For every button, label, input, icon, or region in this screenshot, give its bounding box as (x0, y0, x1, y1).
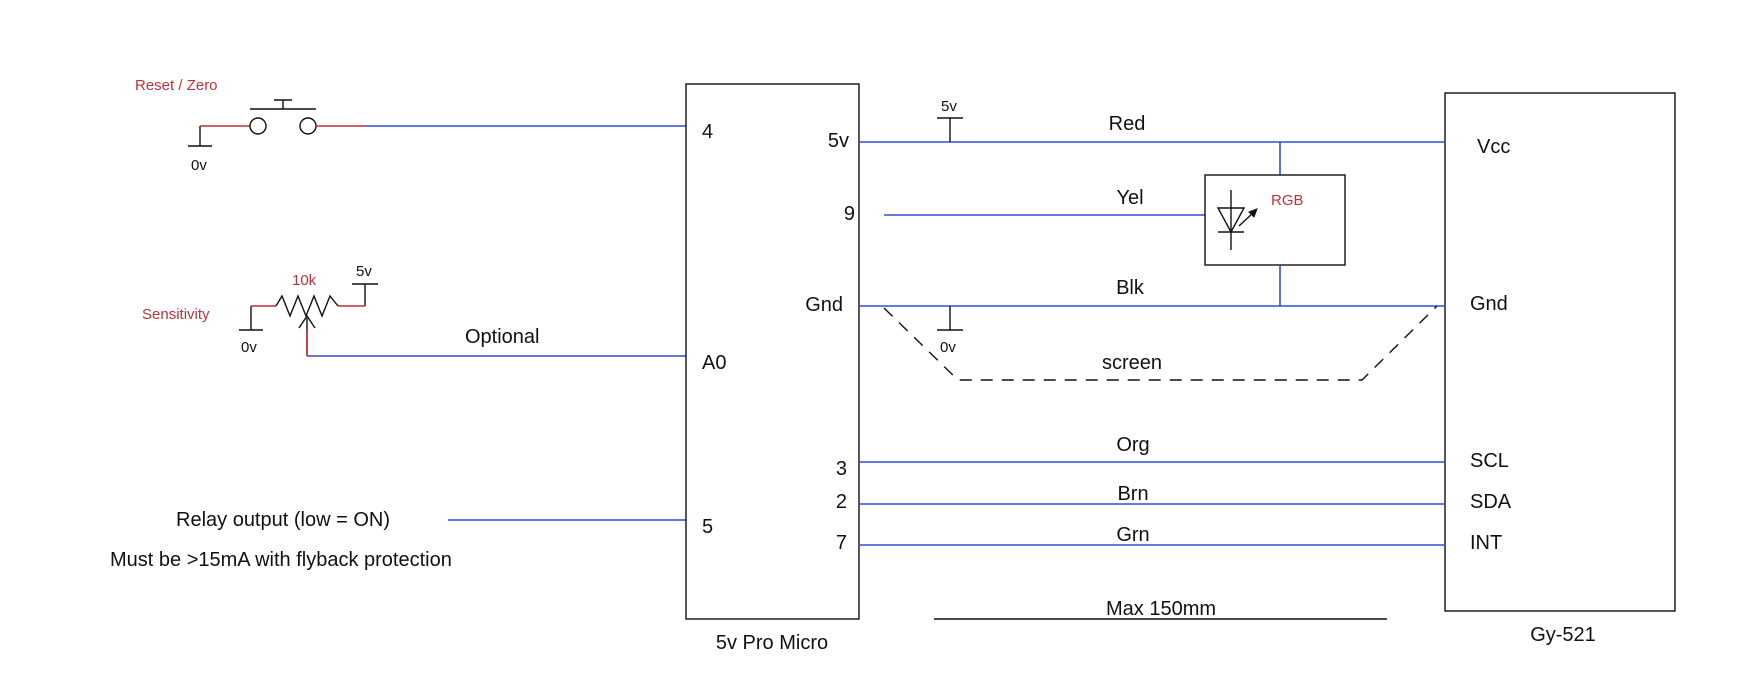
wire-org-label: Org (1116, 434, 1149, 456)
pot-5v-label: 5v (356, 263, 372, 280)
gy521-module: Gy-521 Vcc Gnd SCL SDA INT (1444, 92, 1676, 646)
relay-output-circuit: Relay output (low = ON) Must be >15mA wi… (110, 509, 686, 571)
gy521-pin-sda: SDA (1470, 491, 1512, 513)
screen-shield-line (883, 305, 1438, 381)
potentiometer-resistor (275, 294, 339, 318)
pin-5v-label: 5v (828, 130, 849, 152)
wire-grn-label: Grn (1116, 524, 1149, 546)
max-length-dimension: Max 150mm (934, 598, 1387, 620)
reset-zero-label: Reset / Zero (135, 77, 218, 94)
gy521-pin-scl: SCL (1470, 450, 1509, 472)
pin-3-label: 3 (836, 458, 847, 480)
led-arrow-head-icon (1248, 208, 1258, 218)
pro-micro-box (685, 83, 860, 620)
pot-ground-label: 0v (241, 339, 257, 356)
wire-red-5v: 5v Red (859, 98, 1445, 175)
pot-wiper-arrow (298, 314, 316, 329)
relay-output-label: Relay output (low = ON) (176, 509, 390, 531)
pin-9-label: 9 (844, 203, 855, 225)
switch-contact-right (299, 117, 317, 135)
cable-screen: screen (883, 305, 1438, 381)
pin-gnd-label: Gnd (805, 294, 843, 316)
gy521-pin-int: INT (1470, 532, 1502, 554)
switch-contact-left (249, 117, 267, 135)
reset-button-circuit: Reset / Zero 0v (135, 77, 686, 174)
wire-black-gnd: Blk 0v (859, 277, 1445, 356)
max-length-label: Max 150mm (1106, 598, 1216, 620)
wire-yellow-rgb: Yel RGB (884, 174, 1346, 306)
rgb-led-box (1204, 174, 1346, 266)
relay-note-label: Must be >15mA with flyback protection (110, 549, 452, 571)
sensitivity-pot-circuit: Sensitivity 10k 5v 0v Optional (142, 263, 686, 357)
gy521-pin-gnd: Gnd (1470, 293, 1508, 315)
data-wires: Org Brn Grn (859, 434, 1445, 546)
sensitivity-label: Sensitivity (142, 306, 210, 323)
gy521-box (1444, 92, 1676, 612)
screen-label: screen (1102, 352, 1162, 374)
gy521-title: Gy-521 (1530, 624, 1596, 646)
wire-yel-label: Yel (1116, 187, 1143, 209)
pin-a0-label: A0 (702, 352, 726, 374)
pin-5-label: 5 (702, 516, 713, 538)
gnd-0v-label: 0v (940, 339, 956, 356)
pin-4-label: 4 (702, 121, 713, 143)
wire-blk-label: Blk (1116, 277, 1145, 299)
pot-value-label: 10k (292, 272, 317, 289)
led-diode-icon (1216, 207, 1246, 234)
pin-7-label: 7 (836, 532, 847, 554)
gy521-pin-vcc: Vcc (1477, 136, 1510, 158)
wire-red-label: Red (1109, 113, 1146, 135)
rgb-label: RGB (1271, 192, 1304, 209)
pro-micro-title: 5v Pro Micro (716, 632, 828, 654)
optional-label: Optional (465, 326, 540, 348)
reset-ground-label: 0v (191, 157, 207, 174)
wire-brn-label: Brn (1117, 483, 1148, 505)
pin-2-label: 2 (836, 491, 847, 513)
supply-5v-label: 5v (941, 98, 957, 115)
pro-micro-module: 5v Pro Micro 4 A0 5 5v 9 Gnd 3 2 7 (685, 83, 860, 654)
